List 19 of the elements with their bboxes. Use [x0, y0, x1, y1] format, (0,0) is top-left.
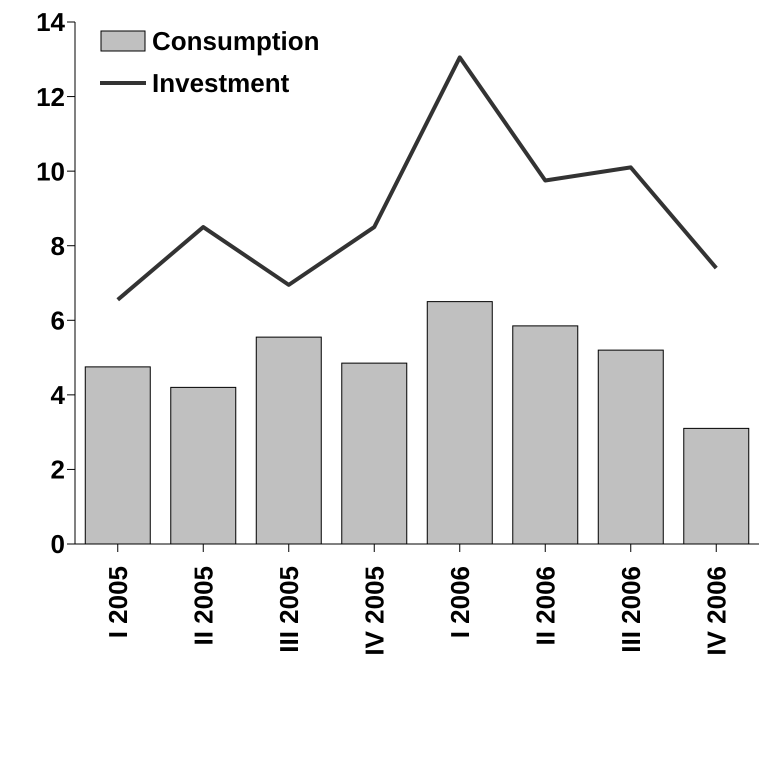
y-tick-label: 4	[50, 380, 66, 410]
x-tick-label: IV 2006	[701, 566, 732, 656]
x-tick-label: IV 2005	[359, 566, 390, 656]
x-tick-label: I 2006	[444, 566, 475, 638]
x-tick-label: III 2006	[616, 566, 646, 653]
y-tick-label: 8	[50, 230, 65, 261]
y-tick-label: 10	[36, 156, 65, 186]
y-tick-label: 0	[50, 529, 65, 560]
y-tick-label: 6	[50, 306, 65, 336]
legend-label: Consumption	[152, 26, 320, 56]
x-tick-label: III 2005	[274, 566, 304, 653]
x-tick-label: I 2005	[102, 566, 133, 638]
line-series	[116, 55, 718, 302]
x-tick-label: II 2005	[188, 566, 218, 646]
legend-label: Investment	[152, 68, 290, 98]
x-tick-label: II 2006	[530, 566, 560, 646]
y-tick-label: 14	[36, 7, 66, 38]
y-tick-label: 2	[50, 454, 65, 485]
y-tick-label: 12	[36, 82, 65, 112]
